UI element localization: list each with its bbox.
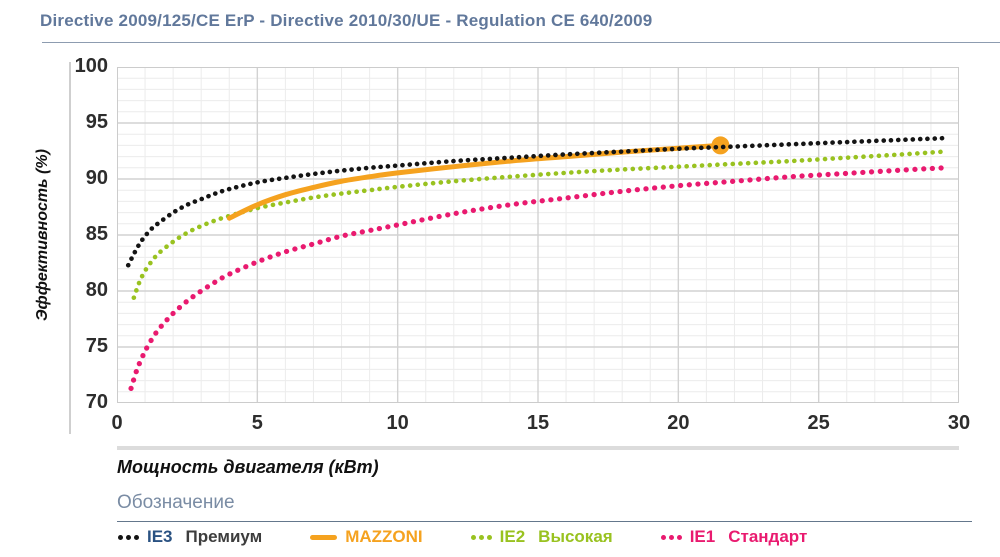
bottom-scroll-bar: [117, 446, 959, 450]
x-tick-label: 15: [526, 412, 550, 434]
y-tick-label: 85: [85, 223, 108, 245]
page-title: Directive 2009/125/CE ErP - Directive 20…: [40, 11, 653, 30]
plot-area: [117, 67, 959, 403]
series-ie1-стандарт: [128, 165, 948, 392]
legend-series-code: IE1: [689, 527, 716, 546]
y-tick-label: 80: [85, 279, 108, 301]
x-tick-label: 30: [947, 412, 971, 434]
series-ie3-премиум: [125, 135, 948, 268]
legend-item-mazzoni[interactable]: MAZZONI: [310, 527, 423, 547]
solid-line-swatch-icon: [310, 534, 338, 540]
legend-item-ie3[interactable]: IE3 Премиум: [118, 527, 262, 547]
dotted-line-swatch-icon: [118, 534, 139, 540]
plot-border: [117, 67, 959, 403]
legend-series-name: Премиум: [185, 527, 263, 546]
legend-heading: Обозначение: [117, 492, 235, 513]
x-tick-label: 10: [386, 412, 409, 434]
dotted-line-swatch-icon: [660, 534, 682, 540]
series-end-marker: [711, 136, 730, 155]
y-tick-label: 75: [85, 335, 108, 357]
legend-series-name: Стандарт: [728, 527, 808, 546]
legend-divider: [117, 521, 972, 522]
dotted-line-swatch-icon: [470, 534, 492, 540]
legend-series-code: MAZZONI: [345, 527, 423, 546]
legend: IE3 Премиум MAZZONI IE2 Высокая IE1 Стандарт: [118, 527, 807, 547]
x-tick-label: 20: [667, 412, 690, 434]
x-tick-label: 0: [111, 412, 123, 434]
y-tick-label: 90: [85, 167, 108, 189]
series-ie2-высокая: [131, 149, 948, 301]
legend-item-ie2[interactable]: IE2 Высокая: [470, 527, 613, 547]
x-tick-label: 25: [807, 412, 830, 434]
title-divider: [42, 42, 1000, 43]
legend-series-name: Высокая: [538, 527, 613, 546]
x-axis-title: Мощность двигателя (кВт): [117, 457, 379, 477]
legend-series-code: IE2: [499, 527, 526, 546]
efficiency-chart: [117, 67, 959, 403]
legend-series-code: IE3: [147, 527, 173, 546]
legend-item-ie1[interactable]: IE1 Стандарт: [660, 527, 808, 547]
y-tick-label: 70: [85, 391, 108, 413]
x-tick-label: 5: [251, 412, 263, 434]
y-axis-line: [69, 62, 71, 434]
y-tick-label: 100: [74, 55, 108, 77]
y-tick-label: 95: [85, 111, 108, 133]
